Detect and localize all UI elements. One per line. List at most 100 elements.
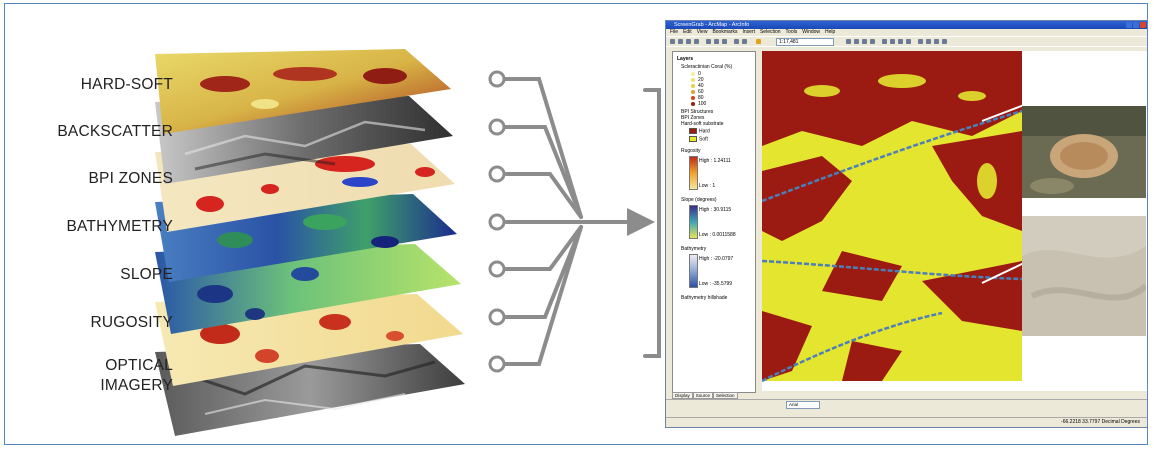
tab-selection[interactable]: Selection bbox=[713, 392, 738, 399]
open-icon[interactable] bbox=[678, 39, 683, 44]
menu-file[interactable]: File bbox=[670, 29, 679, 35]
legend-dot-icon bbox=[691, 89, 695, 94]
toc-coral-class-20: 20 bbox=[691, 77, 704, 83]
catalog-icon[interactable] bbox=[862, 39, 867, 44]
toc-coral-class-100: 100 bbox=[691, 101, 706, 107]
rugosity-high-label: High : 1.24111 bbox=[699, 158, 731, 164]
status-bar: -66.2218 33.7797 Decimal Degrees bbox=[666, 417, 1147, 427]
menu-selection[interactable]: Selection bbox=[759, 29, 781, 35]
toc-coral-class-0: 0 bbox=[691, 71, 701, 77]
toc-tabs: Display Source Selection bbox=[672, 392, 738, 400]
menu-bookmarks[interactable]: Bookmarks bbox=[712, 29, 738, 35]
arcmap-titlebar: ScreenGrab - ArcMap - ArcInfo bbox=[666, 21, 1147, 29]
hard-soft-map[interactable] bbox=[762, 51, 1147, 391]
slope-low-label: Low : 0.0011588 bbox=[699, 232, 736, 238]
hard-label: Hard bbox=[699, 128, 710, 135]
soft-swatch-icon bbox=[689, 136, 697, 142]
soft-label: Soft bbox=[699, 136, 708, 143]
toc-coral-class-80: 80 bbox=[691, 95, 704, 101]
find-icon[interactable] bbox=[926, 39, 931, 44]
toc-layer-bpi-zones[interactable]: BPI Zones bbox=[681, 115, 705, 121]
print-icon[interactable] bbox=[694, 39, 699, 44]
identify-icon[interactable] bbox=[918, 39, 923, 44]
layer-label-rugosity: RUGOSITY bbox=[90, 314, 173, 331]
draw-toolbar: Arial bbox=[666, 399, 1147, 410]
menu-view[interactable]: View bbox=[696, 29, 708, 35]
tab-display[interactable]: Display bbox=[672, 392, 693, 399]
map-scale-input[interactable]: 1:17,481 bbox=[776, 38, 834, 46]
arcmap-window: ScreenGrab - ArcMap - ArcInfo File Edit Vi… bbox=[665, 20, 1147, 428]
bathymetry-high-label: High : -20.0797 bbox=[699, 256, 734, 262]
figure-frame: HARD-SOFT BACKSCATTER BPI ZONES BATHYMET… bbox=[4, 3, 1148, 445]
full-extent-icon[interactable] bbox=[906, 39, 911, 44]
menu-tools[interactable]: Tools bbox=[785, 29, 798, 35]
font-select[interactable]: Arial bbox=[786, 401, 820, 409]
minimize-icon[interactable] bbox=[1126, 22, 1132, 28]
editor-icon[interactable] bbox=[846, 39, 851, 44]
coral-class-label: 20 bbox=[698, 77, 704, 83]
coral-class-label: 100 bbox=[698, 101, 707, 107]
pan-icon[interactable] bbox=[898, 39, 903, 44]
layer-label-hard-soft: HARD-SOFT bbox=[80, 76, 173, 93]
legend-dot-icon bbox=[691, 95, 695, 100]
toc-layer-hillshade[interactable]: Bathymetry hillshade bbox=[681, 295, 728, 301]
connector-diagram bbox=[488, 70, 661, 373]
toc-layer-coral[interactable]: Scleractinian Coral (%) bbox=[681, 64, 733, 70]
toc-soft-class: Soft bbox=[689, 136, 708, 142]
toc-hard-class: Hard bbox=[689, 128, 710, 134]
paste-icon[interactable] bbox=[722, 39, 727, 44]
sand-photo bbox=[1022, 216, 1146, 336]
table-of-contents: Layers Scleractinian Coral (%) 0 20 40 6… bbox=[672, 51, 756, 393]
bathymetry-ramp bbox=[689, 254, 698, 288]
legend-dot-icon bbox=[691, 71, 695, 76]
measure-icon[interactable] bbox=[934, 39, 939, 44]
zoom-in-icon[interactable] bbox=[882, 39, 887, 44]
hyperlink-icon[interactable] bbox=[942, 39, 947, 44]
add-data-icon[interactable] bbox=[756, 39, 761, 44]
toolbar-divider bbox=[666, 46, 1147, 47]
zoom-out-icon[interactable] bbox=[890, 39, 895, 44]
new-icon[interactable] bbox=[670, 39, 675, 44]
menu-insert[interactable]: Insert bbox=[742, 29, 755, 35]
save-icon[interactable] bbox=[686, 39, 691, 44]
legend-dot-icon bbox=[691, 101, 695, 106]
coral-class-label: 60 bbox=[698, 89, 704, 95]
cut-icon[interactable] bbox=[706, 39, 711, 44]
copy-icon[interactable] bbox=[714, 39, 719, 44]
toc-icon[interactable] bbox=[854, 39, 859, 44]
toc-coral-class-60: 60 bbox=[691, 89, 704, 95]
slope-high-label: High : 30.9115 bbox=[699, 207, 732, 213]
layer-label-optical: OPTICAL bbox=[105, 357, 173, 374]
layer-stack: HARD-SOFT BACKSCATTER BPI ZONES BATHYMET… bbox=[5, 4, 655, 444]
rugosity-low-label: Low : 1 bbox=[699, 183, 716, 189]
legend-dot-icon bbox=[691, 83, 695, 88]
coral-class-label: 0 bbox=[698, 71, 701, 77]
layer-label-bpi-zones: BPI ZONES bbox=[88, 170, 173, 187]
redo-icon[interactable] bbox=[742, 39, 747, 44]
menu-edit[interactable]: Edit bbox=[683, 29, 692, 35]
toc-layer-hard-soft[interactable]: Hard-soft substrate bbox=[681, 121, 724, 127]
tab-source[interactable]: Source bbox=[692, 392, 714, 399]
toolbox-icon[interactable] bbox=[870, 39, 875, 44]
coral-photo bbox=[1022, 106, 1146, 198]
window-title: ScreenGrab - ArcMap - ArcInfo bbox=[674, 22, 750, 28]
map-view[interactable] bbox=[762, 51, 1147, 391]
toc-root-layers[interactable]: Layers bbox=[677, 56, 694, 62]
toc-layer-rugosity[interactable]: Rugosity bbox=[681, 148, 701, 154]
bathymetry-low-label: Low : -35.5799 bbox=[699, 281, 733, 287]
menu-help[interactable]: Help bbox=[825, 29, 836, 35]
layer-label-slope: SLOPE bbox=[120, 266, 173, 283]
menu-window[interactable]: Window bbox=[802, 29, 821, 35]
rugosity-ramp bbox=[689, 156, 698, 190]
layer-stack-graphic bbox=[155, 49, 465, 436]
toc-layer-bpi-structures[interactable]: BPI Structures bbox=[681, 109, 714, 115]
undo-icon[interactable] bbox=[734, 39, 739, 44]
toc-layer-bathymetry[interactable]: Bathymetry bbox=[681, 246, 707, 252]
coral-class-label: 40 bbox=[698, 83, 704, 89]
layer-label-imagery: IMAGERY bbox=[100, 377, 173, 394]
close-icon[interactable] bbox=[1140, 22, 1146, 28]
coral-class-label: 80 bbox=[698, 95, 704, 101]
layer-label-backscatter: BACKSCATTER bbox=[57, 123, 173, 140]
maximize-icon[interactable] bbox=[1133, 22, 1139, 28]
toc-layer-slope[interactable]: Slope (degrees) bbox=[681, 197, 717, 203]
